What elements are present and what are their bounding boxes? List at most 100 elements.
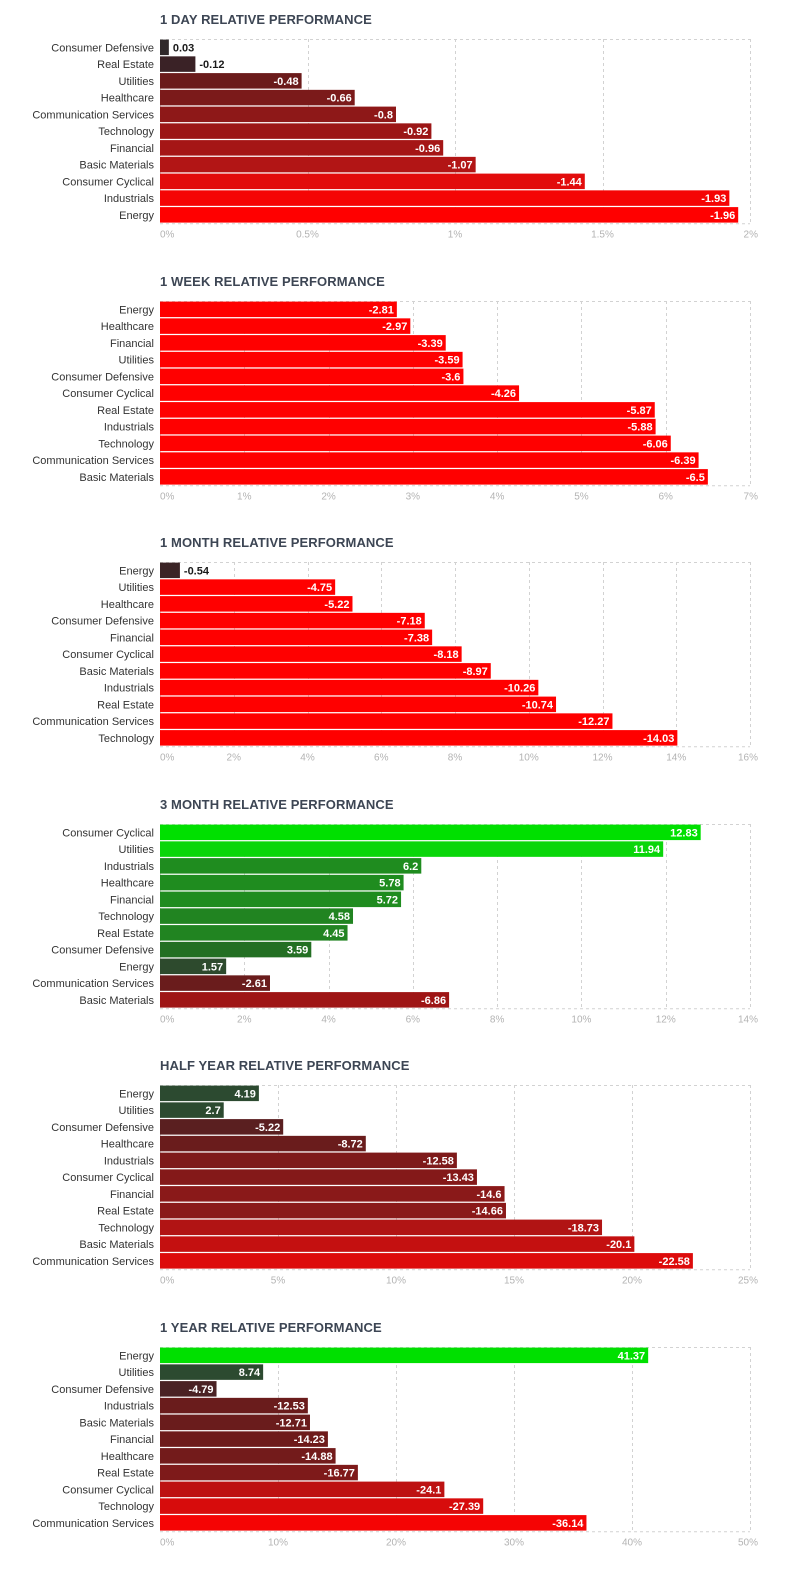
bar-chart-3-month: Consumer Cyclical 12.83 Utilities 11.94 Indu…: [32, 823, 758, 1025]
x-tick-label: 25%: [738, 1275, 758, 1286]
data-label-utilities: -4.75: [307, 582, 332, 594]
bar-communication-services: [160, 451, 699, 468]
category-label-real-estate: Real Estate: [97, 404, 154, 416]
bar-technology: [160, 1219, 603, 1236]
data-label-industrials: -12.53: [274, 1400, 305, 1412]
data-label-technology: 4.58: [329, 911, 350, 923]
x-tick-label: 6%: [374, 752, 389, 763]
data-label-financial: -0.96: [415, 143, 440, 155]
x-tick-label: 10%: [386, 1275, 406, 1286]
data-label-financial: -14.6: [476, 1189, 501, 1201]
bar-consumer-defensive: [160, 368, 464, 384]
category-label-financial: Financial: [110, 143, 154, 155]
bar-chart-1-day: Consumer Defensive 0.03 Real Estate -0.12 Ut…: [32, 39, 758, 240]
data-label-consumer-cyclical: -4.26: [491, 388, 516, 400]
category-label-financial: Financial: [110, 632, 154, 644]
bar-consumer-cyclical: [160, 1481, 445, 1497]
chart-1-day: 1 DAY RELATIVE PERFORMANCE Consumer Defe…: [0, 0, 793, 262]
x-tick-label: 20%: [622, 1275, 642, 1286]
bar-healthcare: [160, 89, 355, 106]
category-label-communication-services: Communication Services: [32, 1517, 154, 1529]
x-tick-label: 1%: [448, 229, 463, 240]
data-label-real-estate: -0.12: [199, 59, 224, 71]
category-label-basic-materials: Basic Materials: [79, 1417, 154, 1429]
data-label-communication-services: -2.61: [242, 978, 267, 990]
category-label-consumer-defensive: Consumer Defensive: [51, 944, 154, 956]
x-tick-label: 2%: [237, 1014, 252, 1025]
category-label-consumer-cyclical: Consumer Cyclical: [62, 827, 154, 839]
data-label-energy: 4.19: [234, 1088, 255, 1100]
category-label-communication-services: Communication Services: [32, 109, 154, 121]
category-label-utilities: Utilities: [119, 1367, 155, 1379]
category-label-utilities: Utilities: [119, 354, 155, 366]
bar-healthcare: [160, 317, 411, 334]
bar-utilities: [160, 351, 463, 367]
category-label-industrials: Industrials: [104, 1155, 155, 1167]
category-label-energy: Energy: [119, 1350, 154, 1362]
bar-basic-materials: [160, 663, 491, 679]
bar-basic-materials: [160, 1414, 310, 1430]
bar-healthcare: [160, 874, 404, 890]
data-label-basic-materials: -6.5: [686, 471, 705, 483]
data-label-basic-materials: -12.71: [276, 1417, 307, 1429]
data-label-communication-services: -22.58: [659, 1256, 690, 1268]
category-label-technology: Technology: [98, 733, 154, 745]
chart-title: 1 MONTH RELATIVE PERFORMANCE: [160, 535, 394, 550]
category-label-real-estate: Real Estate: [97, 927, 154, 939]
chart-half-year: HALF YEAR RELATIVE PERFORMANCE Energy 4.1…: [0, 1046, 793, 1308]
category-label-financial: Financial: [110, 1189, 154, 1201]
x-tick-label: 4%: [321, 1014, 336, 1025]
x-tick-label: 20%: [386, 1537, 406, 1548]
bar-basic-materials: [160, 1236, 635, 1252]
category-label-industrials: Industrials: [104, 683, 155, 695]
category-label-healthcare: Healthcare: [101, 321, 154, 333]
category-label-basic-materials: Basic Materials: [79, 1239, 154, 1251]
x-tick-label: 15%: [504, 1275, 524, 1286]
data-label-basic-materials: -1.07: [448, 160, 473, 172]
category-label-energy: Energy: [119, 565, 154, 577]
category-label-basic-materials: Basic Materials: [79, 471, 154, 483]
category-label-financial: Financial: [110, 894, 154, 906]
data-label-industrials: -12.58: [423, 1155, 454, 1167]
data-label-consumer-defensive: -4.79: [188, 1383, 213, 1395]
bar-basic-materials: [160, 156, 476, 173]
bar-consumer-defensive: [160, 1119, 284, 1135]
x-tick-label: 0%: [160, 752, 175, 763]
x-tick-label: 50%: [738, 1537, 758, 1548]
category-label-healthcare: Healthcare: [101, 877, 154, 889]
bar-communication-services: [160, 1253, 693, 1269]
category-label-basic-materials: Basic Materials: [79, 160, 154, 172]
chart-title: 1 WEEK RELATIVE PERFORMANCE: [160, 273, 385, 289]
bar-financial: [160, 140, 444, 156]
bar-financial: [160, 1430, 328, 1447]
bar-financial: [160, 334, 446, 351]
x-tick-label: 10%: [268, 1537, 288, 1548]
bar-technology: [160, 1497, 484, 1514]
x-tick-label: 4%: [300, 752, 315, 763]
bar-real-estate: [160, 924, 348, 941]
data-label-utilities: 8.74: [239, 1367, 261, 1379]
bar-industrials: [160, 418, 656, 434]
chart-1-week: 1 WEEK RELATIVE PERFORMANCE Energy -2.81 H…: [0, 262, 793, 524]
data-label-consumer-defensive: -7.18: [397, 616, 422, 628]
bar-real-estate: [160, 1464, 358, 1480]
data-label-basic-materials: -6.86: [421, 994, 446, 1006]
category-label-consumer-cyclical: Consumer Cyclical: [62, 1172, 154, 1184]
bar-chart-1-week: Energy -2.81 Healthcare -2.97 Financial -3.39…: [32, 300, 758, 502]
bar-energy: [160, 1085, 259, 1102]
category-label-real-estate: Real Estate: [97, 1206, 154, 1218]
data-label-real-estate: -16.77: [324, 1467, 355, 1479]
category-label-utilities: Utilities: [119, 76, 155, 88]
category-label-energy: Energy: [119, 1088, 154, 1100]
x-tick-label: 3%: [406, 491, 421, 502]
data-label-technology: -6.06: [643, 438, 668, 450]
data-label-real-estate: -5.87: [627, 404, 652, 416]
category-label-consumer-cyclical: Consumer Cyclical: [62, 649, 154, 661]
bar-energy: [160, 958, 227, 974]
data-label-utilities: -3.59: [435, 354, 460, 366]
bar-consumer-cyclical: [160, 384, 520, 401]
x-tick-label: 0.5%: [296, 229, 319, 240]
bar-utilities: [160, 1363, 264, 1380]
category-label-real-estate: Real Estate: [97, 59, 154, 71]
